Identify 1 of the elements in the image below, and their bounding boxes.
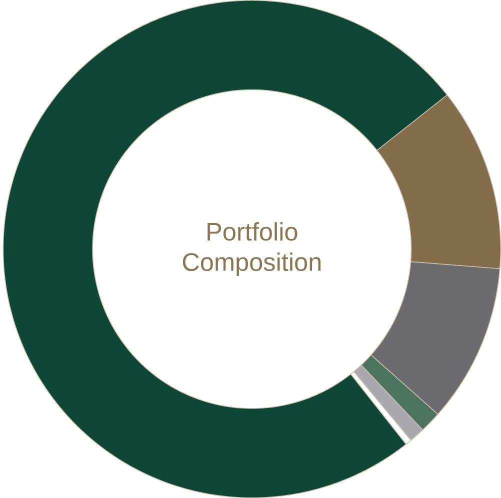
text: Portfolio Composition xyxy=(182,222,320,276)
